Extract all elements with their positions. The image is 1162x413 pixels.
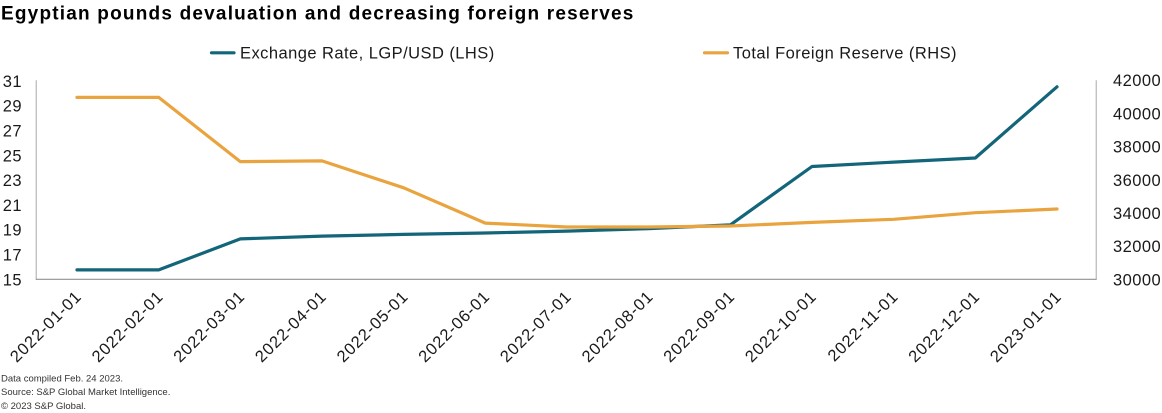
svg-text:17: 17 [3,247,22,265]
svg-text:15: 15 [3,271,22,289]
svg-text:27: 27 [3,123,22,141]
svg-text:34000: 34000 [1113,205,1161,223]
svg-text:© 2023 S&P Global.: © 2023 S&P Global. [1,401,86,412]
svg-text:Exchange Rate, LGP/USD (LHS): Exchange Rate, LGP/USD (LHS) [240,45,495,63]
svg-text:38000: 38000 [1113,139,1161,157]
svg-text:23: 23 [3,172,22,190]
svg-text:19: 19 [3,222,22,240]
svg-text:21: 21 [3,197,22,215]
svg-text:30000: 30000 [1113,271,1161,289]
svg-text:25: 25 [3,147,22,165]
svg-text:Egyptian pounds devaluation an: Egyptian pounds devaluation and decreasi… [1,3,635,24]
svg-text:32000: 32000 [1113,238,1161,256]
svg-text:31: 31 [3,73,22,91]
svg-text:Source: S&P Global Market Inte: Source: S&P Global Market Intelligence. [1,387,170,398]
svg-text:42000: 42000 [1113,72,1161,90]
svg-text:40000: 40000 [1113,105,1161,123]
svg-text:36000: 36000 [1113,172,1161,190]
svg-text:Data compiled Feb. 24 2023.: Data compiled Feb. 24 2023. [1,374,123,385]
svg-text:29: 29 [3,98,22,116]
svg-text:Total Foreign Reserve (RHS): Total Foreign Reserve (RHS) [733,45,957,63]
